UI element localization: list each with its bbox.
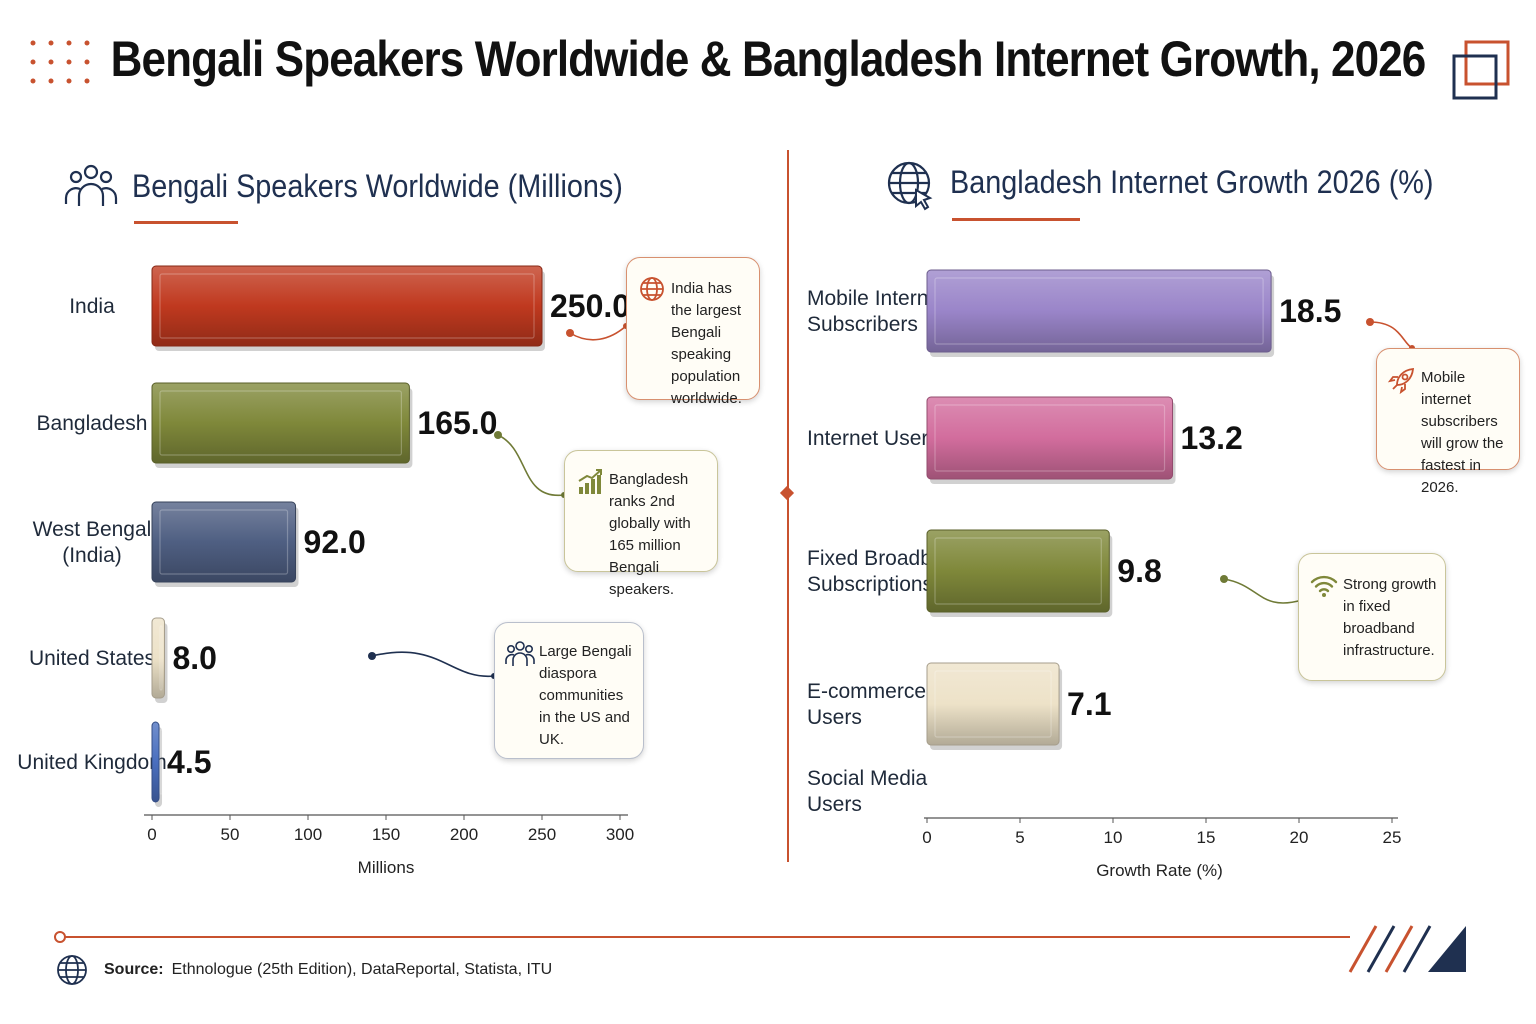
category-label-mobile-internet-subscribers: Mobile Internet Subscribers: [807, 287, 946, 336]
category-label-united-states: United States: [29, 647, 155, 670]
x-tick-label: 20: [1290, 828, 1309, 847]
overlapping-squares-icon: [1452, 40, 1510, 100]
bar-united-states: [151, 617, 165, 699]
callout-connector-0: [569, 325, 627, 341]
rocket-icon: [1387, 367, 1415, 395]
bar-internet-users: [926, 396, 1174, 480]
value-label-bangladesh: 165.0: [417, 405, 497, 441]
internet-growth-chart: Mobile Internet Subscribers 18.5 Internet U…: [807, 269, 1415, 880]
value-label-e-commerce-users: 7.1: [1067, 686, 1111, 722]
callout-broadband: Strong growth in fixed broadband infrast…: [1298, 553, 1446, 681]
source-row: Source: Ethnologue (25th Edition), DataR…: [56, 954, 552, 986]
wifi-icon: [1310, 575, 1338, 597]
bar-bangladesh: [151, 382, 410, 464]
bar-fixed-broadband-subscriptions: [926, 529, 1110, 613]
rising-bar-chart-icon: [578, 469, 602, 494]
callout-diaspora-text: Large Bengali diaspora communities in th…: [539, 643, 632, 748]
category-label-west-bengal-india: West Bengal (India): [33, 518, 152, 567]
value-label-united-kingdom: 4.5: [167, 744, 211, 780]
value-label-india: 250.0: [550, 288, 630, 324]
x-tick-label: 10: [1104, 828, 1123, 847]
footer-divider-dot: [54, 931, 66, 943]
people-group-icon: [505, 641, 535, 666]
bar-bevel-united-kingdom: [159, 729, 163, 795]
category-label-e-commerce-users: E-commerce Users: [807, 680, 926, 729]
x-tick-label: 0: [147, 825, 156, 844]
x-tick-label: 15: [1197, 828, 1216, 847]
value-label-mobile-internet-subscribers: 18.5: [1279, 293, 1341, 329]
x-tick-label: 0: [922, 828, 931, 847]
x-axis-title: Millions: [358, 858, 415, 877]
globe-icon: [640, 277, 664, 301]
callout-connector-1: [1223, 578, 1303, 604]
bar-mobile-internet-subscribers: [926, 269, 1272, 353]
x-tick-label: 300: [606, 825, 634, 844]
category-label-india: India: [69, 295, 115, 318]
x-tick-label: 100: [294, 825, 322, 844]
x-tick-label: 200: [450, 825, 478, 844]
bar-united-kingdom: [151, 721, 160, 803]
callout-broadband-text: Strong growth in fixed broadband infrast…: [1343, 576, 1437, 659]
value-label-fixed-broadband-subscriptions: 9.8: [1117, 553, 1161, 589]
source-label: Source:: [104, 961, 164, 978]
right-title-underline: [952, 218, 1080, 221]
bar-bevel-west-bengal-india: [159, 509, 289, 575]
bar-bevel-india: [159, 273, 535, 339]
callout-connector-2: [371, 651, 495, 677]
callout-bangladesh: Bangladesh ranks 2nd globally with 165 m…: [564, 450, 718, 598]
category-label-united-kingdom: United Kingdom: [17, 751, 166, 774]
footer-divider: [60, 936, 1350, 938]
stripe-decoration: [1348, 925, 1466, 973]
bar-india: [151, 265, 543, 347]
callout-diaspora: Large Bengali diaspora communities in th…: [494, 622, 644, 759]
connector-dot-start-1: [494, 431, 502, 439]
bar-bevel-e-commerce-users: [934, 670, 1052, 738]
connector-dot-start-0: [566, 329, 574, 337]
callout-connector-0: [1369, 321, 1413, 349]
callout-connector-1: [497, 434, 565, 496]
category-label-social-media-users: Social Media Users: [807, 767, 928, 816]
value-label-internet-users: 13.2: [1181, 420, 1243, 456]
left-title-underline: [134, 221, 238, 224]
callout-bangladesh-text: Bangladesh ranks 2nd globally with 165 m…: [609, 471, 691, 598]
bar-bevel-fixed-broadband-subscriptions: [934, 537, 1102, 605]
value-label-united-states: 8.0: [172, 640, 216, 676]
people-group-icon: [64, 164, 118, 206]
bar-bevel-bangladesh: [159, 390, 402, 456]
x-axis-title: Growth Rate (%): [1096, 861, 1223, 880]
globe-icon: [57, 955, 87, 985]
bar-west-bengal-india: [151, 501, 297, 583]
x-tick-label: 250: [528, 825, 556, 844]
left-panel-title: Bengali Speakers Worldwide (Millions): [132, 168, 623, 204]
callout-mobile-text: Mobile internet subscribers will grow th…: [1421, 369, 1504, 496]
callout-mobile: Mobile internet subscribers will grow th…: [1376, 348, 1520, 496]
bengali-speakers-chart: India 250.0 Bangladesh 165.0 West Bengal (Ind…: [17, 265, 634, 877]
globe-cursor-icon: [887, 161, 933, 211]
x-tick-label: 150: [372, 825, 400, 844]
x-tick-label: 50: [221, 825, 240, 844]
callout-india: India has the largest Bengali speaking p…: [626, 257, 760, 407]
category-label-bangladesh: Bangladesh: [37, 412, 148, 435]
bar-bevel-internet-users: [934, 404, 1166, 472]
right-panel-title: Bangladesh Internet Growth 2026 (%): [950, 164, 1434, 200]
x-tick-label: 5: [1015, 828, 1024, 847]
bar-e-commerce-users: [926, 662, 1060, 746]
page-title: Bengali Speakers Worldwide & Bangladesh …: [110, 31, 1427, 87]
x-tick-label: 25: [1383, 828, 1402, 847]
bar-bevel-united-states: [159, 625, 163, 691]
category-label-internet-users: Internet Users: [807, 427, 939, 450]
connector-dot-start-2: [368, 652, 376, 660]
connector-dot-start-1: [1220, 575, 1228, 583]
bar-bevel-mobile-internet-subscribers: [934, 277, 1264, 345]
panel-divider: [787, 150, 789, 862]
value-label-west-bengal-india: 92.0: [304, 524, 366, 560]
connector-dot-start-0: [1366, 318, 1374, 326]
source-text: Ethnologue (25th Edition), DataReportal,…: [171, 961, 553, 978]
callout-india-text: India has the largest Bengali speaking p…: [671, 280, 742, 407]
dot-grid-icon: [30, 40, 90, 84]
